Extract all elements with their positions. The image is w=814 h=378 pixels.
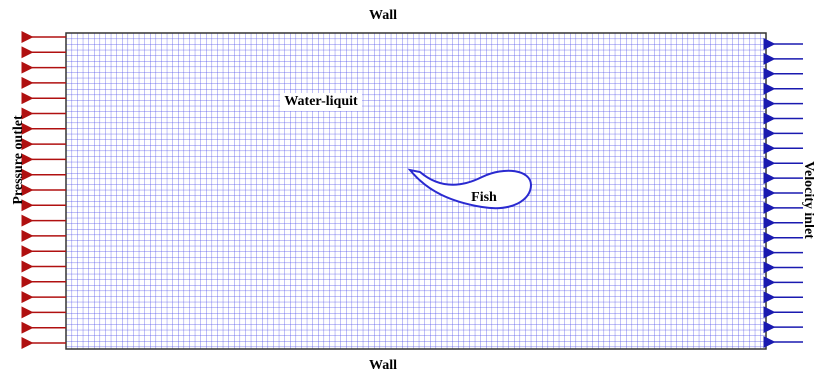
right-boundary-label: Velocity inlet: [801, 161, 814, 239]
bottom-wall-label: Wall: [369, 358, 397, 373]
fluid-label: Water-liquit: [284, 94, 358, 109]
mesh: [66, 33, 766, 349]
page: Wall Wall Water-liquit Fish Pressure out…: [0, 0, 814, 378]
left-boundary-label: Pressure outlet: [11, 115, 26, 205]
diagram: Wall Wall Water-liquit Fish Pressure out…: [0, 0, 814, 378]
top-wall-label: Wall: [369, 8, 397, 23]
body-label: Fish: [471, 190, 497, 205]
